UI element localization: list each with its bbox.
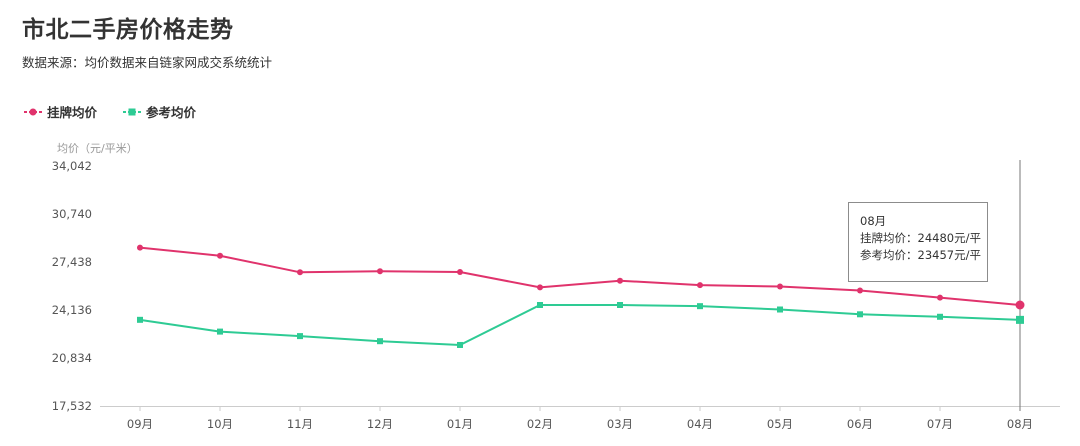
data-point[interactable] <box>297 269 303 276</box>
y-tick-label: 17,532 <box>52 399 92 413</box>
x-tick-label: 01月 <box>447 417 473 431</box>
y-tick-label: 27,438 <box>52 255 92 269</box>
y-axis-ticks: 17,532 20,834 24,136 27,438 30,740 34,042 <box>52 159 92 413</box>
data-point[interactable] <box>857 311 863 318</box>
circle-marker-icon <box>24 108 42 115</box>
data-point[interactable] <box>457 269 463 276</box>
data-point[interactable] <box>217 328 223 335</box>
data-point[interactable] <box>537 284 543 291</box>
x-axis: 09月 10月 11月 12月 01月 02月 03月 04月 05月 06月 07月 08月 <box>100 406 1060 431</box>
y-tick-label: 20,834 <box>52 351 92 365</box>
data-point[interactable] <box>457 341 463 348</box>
chart-legend: 挂牌均价 参考均价 <box>24 102 222 121</box>
data-point[interactable] <box>297 333 303 340</box>
tooltip-listing-price: 挂牌均价：24480元/平 <box>860 231 981 245</box>
data-point[interactable] <box>137 244 143 251</box>
data-point[interactable] <box>697 282 703 289</box>
data-point[interactable] <box>617 301 623 308</box>
page-title: 市北二手房价格走势 <box>22 17 234 43</box>
y-axis-label: 均价（元/平米） <box>57 142 138 155</box>
x-tick-label: 06月 <box>847 417 873 431</box>
y-tick-label: 24,136 <box>52 303 92 317</box>
data-point[interactable] <box>377 268 383 275</box>
data-point[interactable] <box>1016 315 1024 324</box>
series-line-0 <box>139 246 1021 306</box>
y-tick-label: 34,042 <box>52 159 92 173</box>
data-point[interactable] <box>137 316 143 323</box>
x-tick-label: 02月 <box>527 417 553 431</box>
series-lines <box>139 246 1021 346</box>
data-point[interactable] <box>857 287 863 294</box>
data-point[interactable] <box>617 277 623 284</box>
data-point[interactable] <box>537 301 543 308</box>
data-point[interactable] <box>217 252 223 259</box>
series-line-1 <box>139 303 1021 346</box>
tooltip-month: 08月 <box>860 214 887 228</box>
x-tick-label: 09月 <box>127 417 153 431</box>
tooltip-reference-price: 参考均价：23457元/平 <box>860 248 981 262</box>
x-tick-label: 05月 <box>767 417 793 431</box>
x-tick-label: 03月 <box>607 417 633 431</box>
x-tick-label: 08月 <box>1007 417 1033 431</box>
legend-item-reference-price[interactable]: 参考均价 <box>123 102 196 121</box>
data-point[interactable] <box>937 313 943 320</box>
data-point[interactable] <box>777 306 783 313</box>
chart-tooltip: 08月 挂牌均价：24480元/平 参考均价：23457元/平 <box>848 202 988 282</box>
x-tick-label: 07月 <box>927 417 953 431</box>
data-point[interactable] <box>1015 300 1025 310</box>
data-point[interactable] <box>777 283 783 290</box>
x-tick-label: 04月 <box>687 417 713 431</box>
data-source-note: 数据来源：均价数据来自链家网成交系统统计 <box>22 55 273 70</box>
legend-label-reference-price: 参考均价 <box>146 105 197 120</box>
square-marker-icon <box>123 108 142 115</box>
x-tick-label: 11月 <box>287 417 313 431</box>
x-tick-label: 10月 <box>207 417 233 431</box>
data-point[interactable] <box>377 338 383 345</box>
data-point[interactable] <box>697 303 703 310</box>
series-points <box>137 244 1025 348</box>
y-tick-label: 30,740 <box>52 207 92 221</box>
x-tick-label: 12月 <box>367 417 393 431</box>
data-point[interactable] <box>937 294 943 301</box>
legend-label-listing-price: 挂牌均价 <box>47 105 98 120</box>
legend-item-listing-price[interactable]: 挂牌均价 <box>24 102 97 121</box>
